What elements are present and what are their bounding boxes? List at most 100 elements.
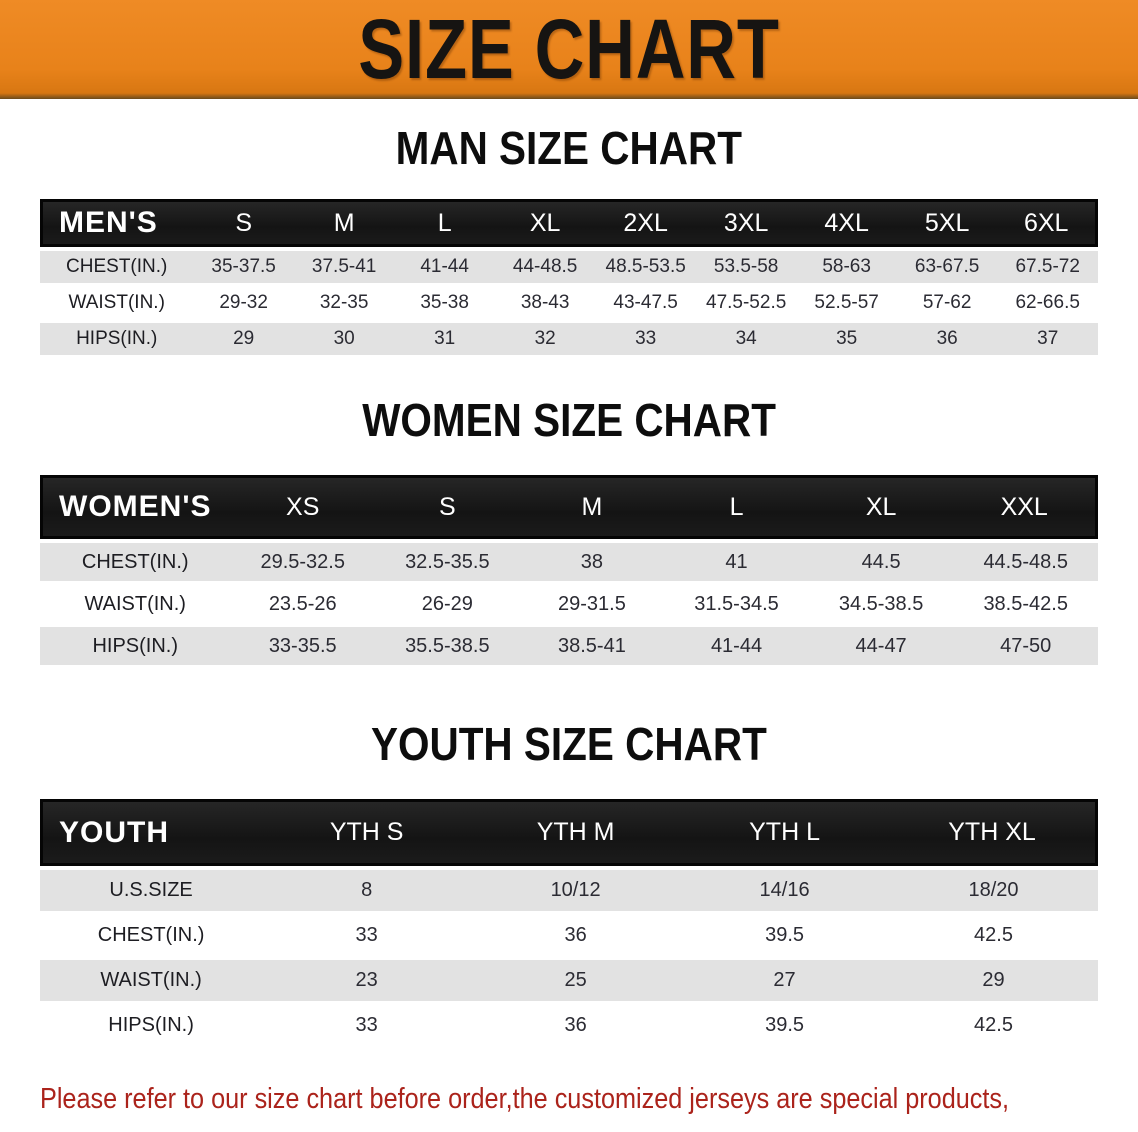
measure-value-cell: 41-44 — [664, 627, 809, 665]
measure-value-cell: 36 — [471, 915, 681, 956]
measure-value-cell: 35.5-38.5 — [375, 627, 520, 665]
size-column-header: XS — [230, 475, 376, 539]
measure-row-label: HIPS(IN.) — [40, 1005, 263, 1046]
measure-value-cell: 23.5-26 — [230, 585, 376, 623]
measure-row-label: HIPS(IN.) — [40, 323, 194, 355]
banner: SIZE CHART — [0, 0, 1138, 99]
measure-value-cell: 58-63 — [796, 251, 897, 283]
size-column-header: M — [293, 199, 395, 247]
size-column-header: YTH S — [262, 799, 472, 866]
size-column-header: M — [519, 475, 665, 539]
measure-value-cell: 34.5-38.5 — [808, 585, 954, 623]
measure-value-cell: 8 — [262, 870, 472, 911]
measure-value-cell: 47.5-52.5 — [695, 287, 797, 319]
size-column-header: YTH XL — [889, 799, 1098, 866]
measure-value-cell: 31 — [394, 323, 495, 355]
table-row: WAIST(IN.) 29-32 32-35 35-38 38-43 43-47.5 47.… — [40, 287, 1098, 319]
measure-value-cell: 31.5-34.5 — [664, 585, 809, 623]
measure-value-cell: 18/20 — [889, 870, 1098, 911]
youth-section-heading: YOUTH SIZE CHART — [0, 717, 1138, 771]
measure-value-cell: 32.5-35.5 — [375, 543, 520, 581]
measure-value-cell: 52.5-57 — [796, 287, 897, 319]
size-column-header: 6XL — [997, 199, 1098, 247]
table-row: CHEST(IN.) 29.5-32.5 32.5-35.5 38 41 44.5 44.5… — [40, 543, 1098, 581]
measure-value-cell: 38.5-41 — [519, 627, 665, 665]
measure-value-cell: 67.5-72 — [997, 251, 1098, 283]
banner-title: SIZE CHART — [358, 2, 780, 96]
measure-value-cell: 36 — [471, 1005, 681, 1046]
order-policy-note-line-1: Please refer to our size chart before or… — [40, 1083, 1010, 1115]
table-header-row: WOMEN'S XS S M L XL XXL — [40, 475, 1098, 539]
men-size-table: MEN'S S M L XL 2XL 3XL 4XL 5XL 6XL CHEST(IN.) 35-37… — [40, 195, 1098, 359]
measure-value-cell: 29 — [193, 323, 294, 355]
measure-value-cell: 62-66.5 — [997, 287, 1098, 319]
size-column-header: S — [193, 199, 294, 247]
measure-value-cell: 53.5-58 — [695, 251, 797, 283]
order-policy-note: Please refer to our size chart before or… — [40, 1074, 1138, 1132]
order-policy-note-line-2: we don't accept cancel, change, teturn o… — [40, 1124, 900, 1132]
table-header-label: YOUTH — [40, 799, 263, 866]
measure-value-cell: 38.5-42.5 — [953, 585, 1098, 623]
measure-value-cell: 35-37.5 — [193, 251, 294, 283]
measure-value-cell: 29.5-32.5 — [230, 543, 376, 581]
measure-value-cell: 38 — [519, 543, 665, 581]
measure-value-cell: 29-32 — [193, 287, 294, 319]
measure-value-cell: 29-31.5 — [519, 585, 665, 623]
measure-value-cell: 37.5-41 — [293, 251, 395, 283]
measure-row-label: CHEST(IN.) — [40, 915, 263, 956]
measure-value-cell: 44.5-48.5 — [953, 543, 1098, 581]
size-column-header: L — [394, 199, 495, 247]
measure-value-cell: 63-67.5 — [896, 251, 998, 283]
measure-value-cell: 38-43 — [494, 287, 596, 319]
table-row: WAIST(IN.) 23.5-26 26-29 29-31.5 31.5-34.5 34… — [40, 585, 1098, 623]
measure-value-cell: 41 — [664, 543, 809, 581]
measure-row-label: U.S.SIZE — [40, 870, 263, 911]
measure-value-cell: 23 — [262, 960, 472, 1001]
measure-value-cell: 41-44 — [394, 251, 495, 283]
measure-row-label: CHEST(IN.) — [40, 251, 194, 283]
measure-value-cell: 32 — [494, 323, 596, 355]
women-section-heading: WOMEN SIZE CHART — [0, 393, 1138, 447]
size-column-header: YTH M — [471, 799, 681, 866]
measure-row-label: WAIST(IN.) — [40, 287, 194, 319]
measure-value-cell: 47-50 — [953, 627, 1098, 665]
size-column-header: 4XL — [796, 199, 897, 247]
measure-value-cell: 44-47 — [808, 627, 954, 665]
table-header-label: MEN'S — [40, 199, 194, 247]
table-row: CHEST(IN.) 35-37.5 37.5-41 41-44 44-48.5 48.5… — [40, 251, 1098, 283]
size-column-header: 2XL — [595, 199, 696, 247]
measure-value-cell: 39.5 — [680, 1005, 890, 1046]
measure-value-cell: 36 — [896, 323, 998, 355]
measure-value-cell: 35-38 — [394, 287, 495, 319]
size-column-header: XL — [494, 199, 596, 247]
measure-value-cell: 10/12 — [471, 870, 681, 911]
table-header-row: YOUTH YTH S YTH M YTH L YTH XL — [40, 799, 1098, 866]
measure-row-label: WAIST(IN.) — [40, 960, 263, 1001]
size-column-header: XL — [808, 475, 954, 539]
table-row: U.S.SIZE 8 10/12 14/16 18/20 — [40, 870, 1098, 911]
measure-value-cell: 34 — [695, 323, 797, 355]
women-section-heading-text: WOMEN SIZE CHART — [362, 394, 776, 446]
measure-value-cell: 25 — [471, 960, 681, 1001]
size-column-header: XXL — [953, 475, 1098, 539]
measure-row-label: CHEST(IN.) — [40, 543, 231, 581]
measure-value-cell: 44.5 — [808, 543, 954, 581]
measure-row-label: WAIST(IN.) — [40, 585, 231, 623]
measure-value-cell: 35 — [796, 323, 897, 355]
size-column-header: 5XL — [896, 199, 998, 247]
measure-value-cell: 33 — [595, 323, 696, 355]
table-row: CHEST(IN.) 33 36 39.5 42.5 — [40, 915, 1098, 956]
measure-value-cell: 33 — [262, 915, 472, 956]
measure-value-cell: 30 — [293, 323, 395, 355]
table-row: HIPS(IN.) 33 36 39.5 42.5 — [40, 1005, 1098, 1046]
size-column-header: YTH L — [680, 799, 890, 866]
men-section-heading-text: MAN SIZE CHART — [395, 122, 743, 174]
measure-value-cell: 26-29 — [375, 585, 520, 623]
measure-value-cell: 43-47.5 — [595, 287, 696, 319]
measure-value-cell: 32-35 — [293, 287, 395, 319]
size-column-header: 3XL — [695, 199, 797, 247]
youth-section-heading-text: YOUTH SIZE CHART — [371, 718, 767, 770]
measure-value-cell: 57-62 — [896, 287, 998, 319]
measure-value-cell: 44-48.5 — [494, 251, 596, 283]
measure-value-cell: 33 — [262, 1005, 472, 1046]
